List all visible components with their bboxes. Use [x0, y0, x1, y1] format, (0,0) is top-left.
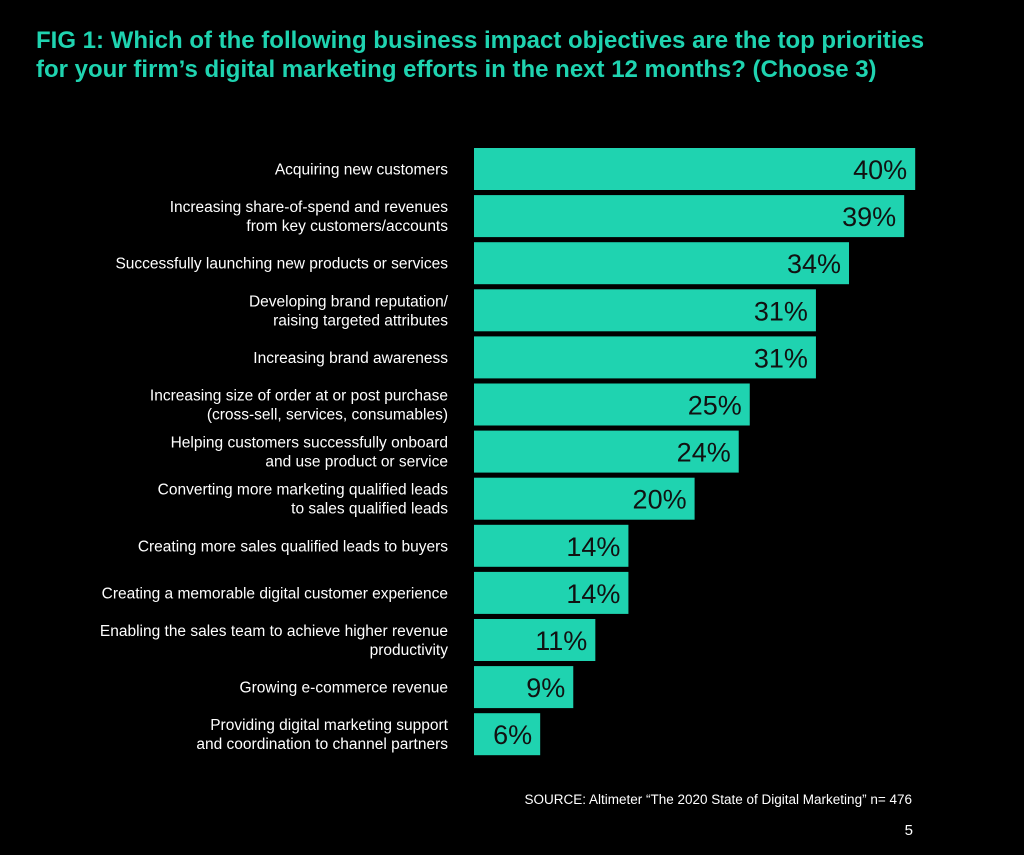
bar — [474, 242, 850, 285]
bar-value-label: 14% — [566, 579, 620, 609]
bar — [474, 619, 596, 661]
bar-value-label: 11% — [535, 626, 587, 656]
bar — [474, 195, 905, 238]
bar-value-label: 39% — [842, 202, 896, 232]
bar — [474, 148, 916, 190]
bar — [474, 713, 541, 756]
bar — [474, 289, 816, 332]
chart-title-line-1: FIG 1: Which of the following business i… — [36, 27, 925, 54]
bar-value-label: 14% — [566, 532, 620, 562]
category-label: Growing e-commerce revenue — [240, 680, 448, 697]
bar — [474, 383, 750, 426]
bar-value-label: 6% — [493, 720, 532, 750]
chart-title: FIG 1: Which of the following business i… — [36, 26, 996, 84]
bar-value-label: 31% — [754, 296, 808, 326]
page-number: 5 — [904, 822, 913, 839]
category-label: Acquiring new customers — [275, 162, 448, 179]
bar-value-label: 9% — [526, 673, 565, 703]
source-note: SOURCE: Altimeter “The 2020 State of Dig… — [524, 792, 912, 807]
bar-value-label: 25% — [688, 391, 742, 421]
bar — [474, 477, 695, 520]
bar — [474, 571, 629, 614]
chart-title-line-2: for your firm’s digital marketing effort… — [36, 56, 877, 83]
category-label: Developing brand reputation/raising targ… — [249, 293, 449, 329]
bar-value-label: 31% — [754, 343, 808, 373]
bar — [474, 666, 574, 709]
category-label: Increasing size of order at or post purc… — [150, 388, 448, 424]
bar-value-label: 24% — [677, 438, 731, 468]
category-label: Creating a memorable digital customer ex… — [102, 585, 448, 602]
bar-value-label: 20% — [633, 485, 687, 515]
bar — [474, 524, 629, 567]
category-label: Increasing brand awareness — [253, 350, 448, 367]
bar — [474, 336, 816, 379]
bar-value-label: 40% — [853, 155, 907, 185]
category-label: Increasing share-of-spend and revenues fr… — [170, 199, 449, 235]
category-label: Successfully launching new products or s… — [115, 256, 448, 273]
category-label: Creating more sales qualified leads to b… — [138, 538, 448, 555]
bar-chart: 40% Acquiring new customers 39% Increasing … — [100, 148, 916, 756]
bar — [474, 430, 739, 473]
category-label: Providing digital marketing support and c… — [196, 717, 448, 753]
category-label: Converting more marketing qualified lead… — [158, 482, 449, 518]
bar-value-label: 34% — [787, 249, 841, 279]
category-label: Enabling the sales team to achieve highe… — [100, 623, 448, 659]
category-label: Helping customers successfully onboard an… — [171, 435, 448, 471]
